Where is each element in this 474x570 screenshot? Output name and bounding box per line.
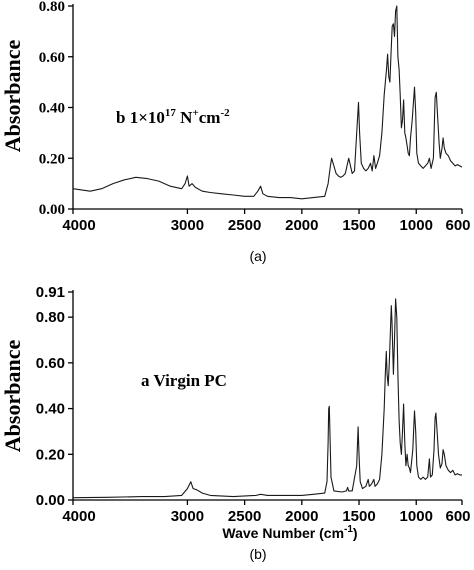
y-tick-label: 0.00 (39, 202, 65, 218)
x-tick-label: 600 (445, 217, 470, 234)
x-tick-label: 600 (445, 508, 470, 525)
x-tick-label: 2500 (228, 217, 261, 234)
chart-a: Absorbance 0.00 0.20 0.40 0.60 0.80 4000 3000… (0, 0, 471, 264)
y-tick-label: 0.20 (36, 446, 65, 463)
x-tick-label: 1000 (400, 217, 433, 234)
y-tick-label: 0.60 (36, 355, 65, 372)
x-tick-label: 4000 (62, 217, 95, 234)
x-tick-label: 3000 (171, 217, 204, 234)
y-tick-label: 0.40 (39, 101, 65, 117)
spectrum-line-b (72, 298, 462, 499)
x-tick-label: 3000 (171, 508, 204, 525)
y-tick-label: 0.80 (39, 0, 65, 15)
y-axis-label-a: Absorbance (0, 40, 25, 153)
y-tick-label: 0.91 (36, 284, 65, 301)
y-tick-label: 0.60 (39, 50, 65, 66)
chart-b: Absorbance 0.00 0.20 0.40 0.60 0.80 0.91 4000… (0, 284, 471, 562)
annotation-b: a Virgin PC (141, 371, 227, 390)
x-tick-label: 1000 (400, 508, 433, 525)
x-tick-label: 2000 (285, 217, 318, 234)
annotation-a: b 1×1017 N+cm-2 (116, 107, 230, 127)
y-axis-label-b: Absorbance (0, 340, 25, 453)
caption-a: (a) (249, 248, 266, 264)
x-axis-label-b: Wave Number (cm-1) (222, 524, 357, 541)
spectrum-line-a (72, 5, 463, 200)
x-tick-label: 1500 (342, 217, 375, 234)
caption-b: (b) (249, 546, 266, 562)
x-tick-label: 2500 (228, 508, 261, 525)
y-tick-label: 0.20 (39, 151, 65, 167)
y-tick-label: 0.00 (36, 492, 65, 509)
x-tick-label: 4000 (62, 508, 95, 525)
x-tick-label: 2000 (285, 508, 318, 525)
y-tick-label: 0.80 (36, 309, 65, 326)
y-tick-label: 0.40 (36, 401, 65, 418)
x-tick-label: 1500 (342, 508, 375, 525)
